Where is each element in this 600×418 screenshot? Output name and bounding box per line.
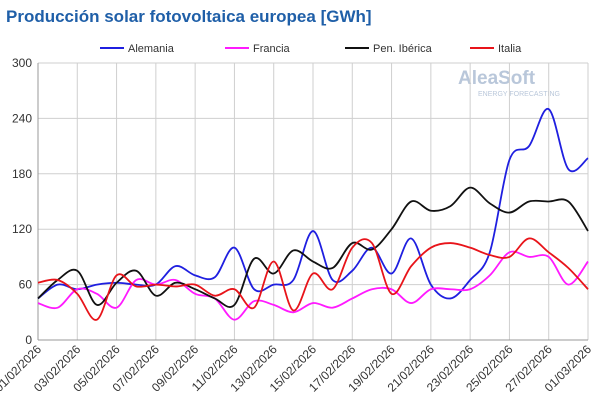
y-tick-label: 240 [12,111,32,125]
y-tick-label: 120 [12,222,32,236]
y-tick-label: 0 [25,333,32,347]
watermark-tagline: ENERGY FORECASTING [478,91,560,98]
watermark-brand: AleaSoft [458,68,536,89]
y-tick-label: 60 [19,278,33,292]
series-line [37,186,589,308]
legend-label: Francia [253,43,291,55]
legend-label: Pen. Ibérica [373,43,433,55]
series-line [37,250,589,321]
legend-label: Alemania [128,43,175,55]
y-tick-label: 180 [12,167,32,181]
chart-title: Producción solar fotovoltaica europea [G… [6,7,372,26]
y-tick-label: 300 [12,56,32,70]
series-line [37,237,589,321]
legend-label: Italia [498,43,522,55]
